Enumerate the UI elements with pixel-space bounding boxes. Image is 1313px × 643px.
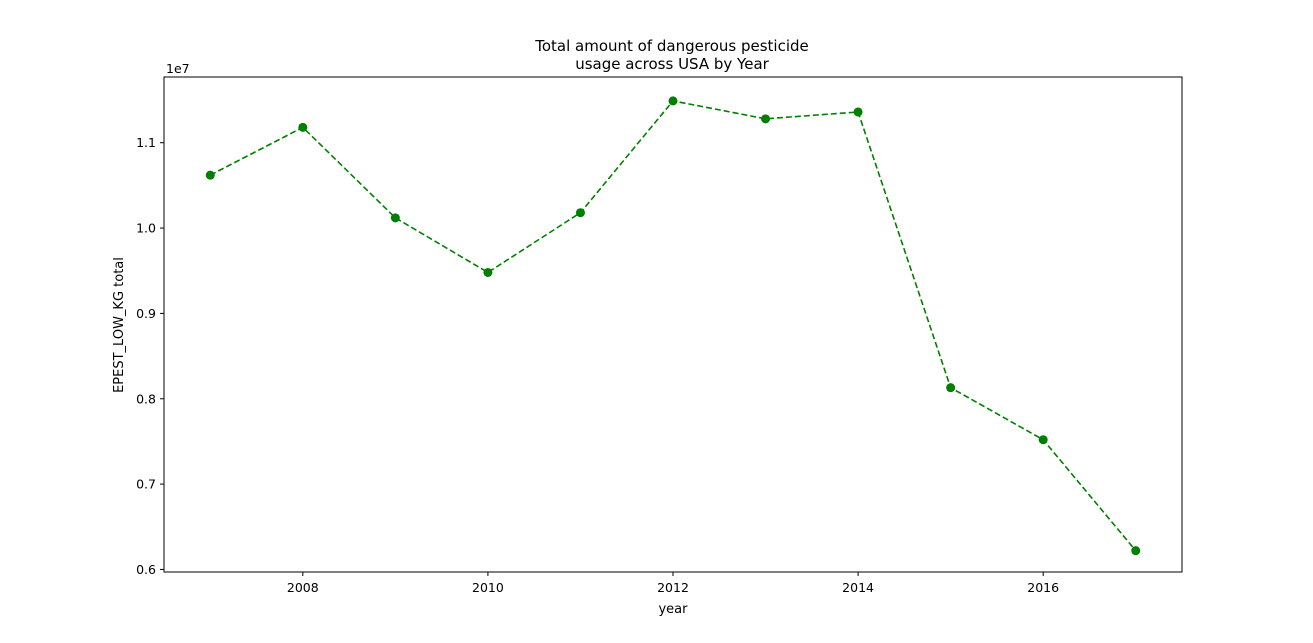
x-tick-label: 2008 <box>287 580 319 595</box>
data-point <box>946 383 956 393</box>
y-tick-label: 1.1 <box>136 135 156 150</box>
data-point <box>298 122 308 132</box>
y-tick-label: 0.6 <box>136 562 156 577</box>
data-point <box>761 114 771 124</box>
data-point <box>1038 435 1048 445</box>
x-tick-label: 2010 <box>472 580 504 595</box>
data-point <box>390 213 400 223</box>
y-axis-label: EPEST_LOW_KG total <box>112 257 127 393</box>
plot-area: 2008 2010 2012 2014 2016 0.6 0.7 0.8 0.9 1.0 1.1 <box>136 76 1183 595</box>
data-point <box>483 267 493 277</box>
y-offset-label: 1e7 <box>166 61 190 76</box>
chart-title-line-2: usage across USA by Year <box>575 55 769 73</box>
plot-frame <box>163 76 1183 573</box>
x-tick-label: 2016 <box>1027 580 1059 595</box>
data-point <box>1131 546 1141 556</box>
y-tick-label: 0.8 <box>136 391 156 406</box>
chart-title-line-1: Total amount of dangerous pesticide <box>534 37 809 55</box>
series-line <box>209 100 1137 552</box>
x-axis-label: year <box>658 602 688 617</box>
data-point <box>668 96 678 106</box>
y-tick-label: 0.7 <box>136 477 156 492</box>
data-point <box>575 208 585 218</box>
y-tick-label: 0.9 <box>136 306 156 321</box>
y-tick-label: 1.0 <box>136 221 156 236</box>
x-tick-label: 2012 <box>657 580 689 595</box>
data-point <box>205 170 215 180</box>
data-point <box>853 107 863 117</box>
x-tick-label: 2014 <box>842 580 874 595</box>
